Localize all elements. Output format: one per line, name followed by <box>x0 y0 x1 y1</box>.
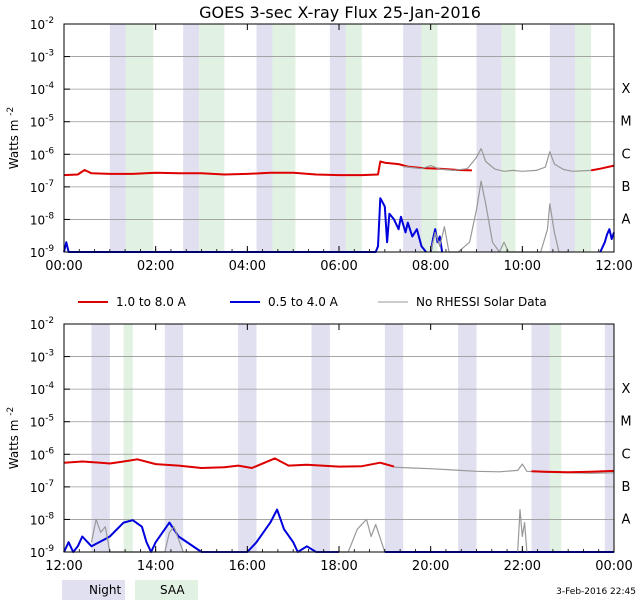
series-no_rhessi <box>403 148 592 172</box>
series-long <box>531 469 615 474</box>
saa-band <box>549 324 562 552</box>
band-key: Night SAA <box>62 580 198 600</box>
legend-no-rhessi-label: No RHESSI Solar Data <box>416 295 547 309</box>
y-tick-label: 10-9 <box>30 244 55 260</box>
night-key-swatch <box>62 580 125 600</box>
upper-panel: 10-9 10-8 10-7 10-6 10-5 10-4 10-3 10-2 Watts m … <box>6 16 633 274</box>
night-band <box>91 324 110 552</box>
y-axis-label: Watts m -2 <box>6 407 21 469</box>
x-tick-label: 12:00 <box>595 259 632 274</box>
series-short <box>599 228 615 253</box>
night-band <box>403 24 422 252</box>
flare-class-label: B <box>622 480 631 495</box>
night-band <box>476 24 502 252</box>
flare-class-label: X <box>622 382 631 397</box>
saa-key-label: SAA <box>160 583 185 597</box>
saa-band <box>345 24 362 252</box>
night-key-label: Night <box>89 583 122 597</box>
night-band <box>549 24 576 252</box>
x-tick-label: 08:00 <box>412 259 449 274</box>
saa-band <box>421 24 438 252</box>
y-tick-label: 10-8 <box>30 211 55 227</box>
x-tick-label: 12:00 <box>45 559 82 574</box>
night-band <box>164 324 184 552</box>
night-band <box>183 24 200 252</box>
y-tick-label: 10-4 <box>30 81 55 97</box>
flare-class-label: A <box>622 212 631 227</box>
flare-class-label: M <box>620 415 631 430</box>
y-tick-label: 10-5 <box>30 114 54 130</box>
y-axis-label: Watts m -2 <box>6 107 21 169</box>
series-no_rhessi <box>517 509 528 553</box>
saa-band <box>272 24 296 252</box>
saa-band <box>501 24 516 252</box>
night-band <box>238 324 257 552</box>
legend-short-label: 0.5 to 4.0 A <box>268 295 339 309</box>
saa-band <box>123 324 133 552</box>
flare-class-label: A <box>622 512 631 527</box>
x-tick-label: 04:00 <box>229 259 266 274</box>
y-tick-label: 10-7 <box>30 179 54 195</box>
night-band <box>311 324 330 552</box>
night-band <box>384 324 404 552</box>
y-tick-label: 10-3 <box>30 349 54 365</box>
series-no_rhessi <box>430 180 569 253</box>
saa-key-swatch <box>135 580 198 600</box>
legend: 1.0 to 8.0 A 0.5 to 4.0 A No RHESSI Sola… <box>78 295 547 309</box>
y-tick-label: 10-5 <box>30 414 54 430</box>
night-band <box>604 324 614 552</box>
x-tick-label: 22:00 <box>504 559 541 574</box>
x-tick-label: 20:00 <box>412 559 449 574</box>
night-band <box>256 24 273 252</box>
saa-band <box>199 24 225 252</box>
lower-panel: 10-9 10-8 10-7 10-6 10-5 10-4 10-3 10-2 Watts m … <box>6 316 633 574</box>
flare-class-label: C <box>621 147 630 162</box>
night-band <box>458 324 477 552</box>
x-tick-label: 00:00 <box>45 259 82 274</box>
flare-class-label: C <box>621 447 630 462</box>
flare-class-label: M <box>620 115 631 130</box>
night-band <box>109 24 126 252</box>
y-tick-label: 10-6 <box>30 146 55 162</box>
night-band <box>531 324 550 552</box>
y-tick-label: 10-6 <box>30 446 55 462</box>
saa-band <box>575 24 592 252</box>
y-tick-label: 10-4 <box>30 381 55 397</box>
series-short <box>63 508 339 553</box>
series-long <box>590 164 615 172</box>
y-tick-label: 10-2 <box>30 16 54 32</box>
x-tick-label: 00:00 <box>595 559 632 574</box>
series-long <box>63 457 395 469</box>
saa-band <box>125 24 154 252</box>
y-tick-label: 10-8 <box>30 511 55 527</box>
flare-class-label: X <box>622 82 631 97</box>
y-tick-label: 10-2 <box>30 316 54 332</box>
y-tick-label: 10-3 <box>30 49 54 65</box>
night-band <box>329 24 346 252</box>
x-tick-label: 14:00 <box>137 559 174 574</box>
x-tick-label: 06:00 <box>320 259 357 274</box>
flare-class-label: B <box>622 180 631 195</box>
y-tick-label: 10-7 <box>30 479 54 495</box>
series-no_rhessi <box>90 518 386 553</box>
y-tick-label: 10-9 <box>30 544 55 560</box>
x-tick-label: 02:00 <box>137 259 174 274</box>
footer-timestamp: 3-Feb-2016 22:45 <box>556 587 636 597</box>
x-tick-label: 16:00 <box>229 559 266 574</box>
x-tick-label: 18:00 <box>320 559 357 574</box>
legend-long-label: 1.0 to 8.0 A <box>116 295 187 309</box>
chart-title: GOES 3-sec X-ray Flux 25-Jan-2016 <box>199 3 481 22</box>
x-tick-label: 10:00 <box>504 259 541 274</box>
